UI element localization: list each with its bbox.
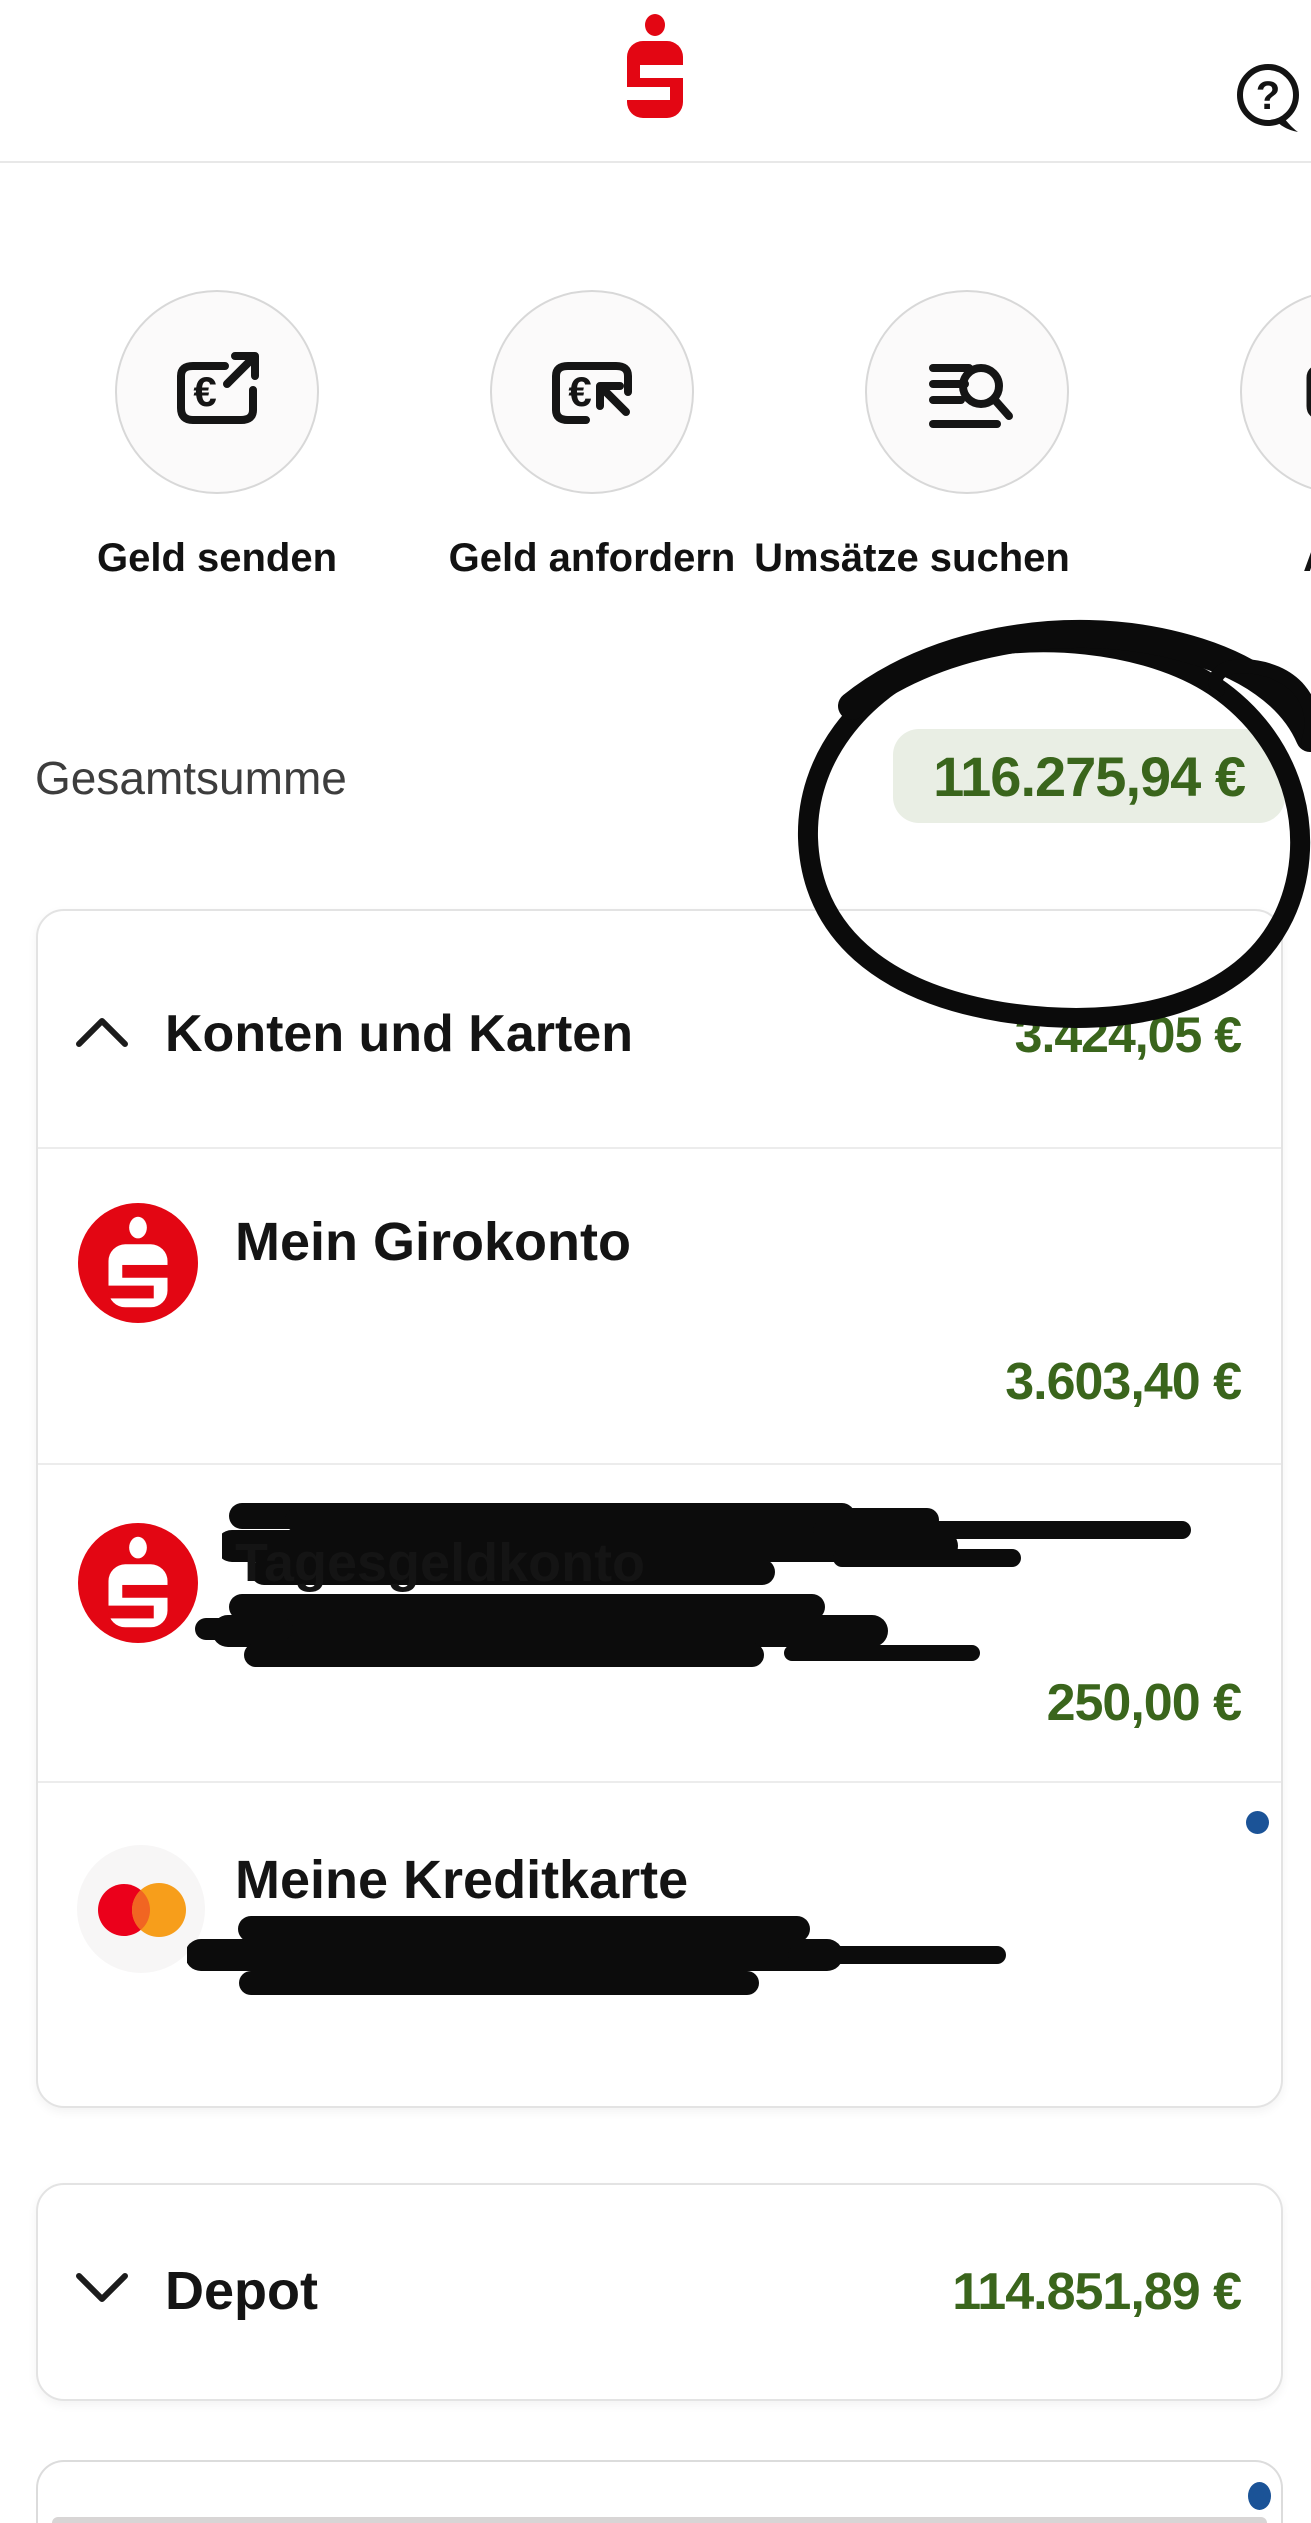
account-title: Tagesgeldkonto [235,1533,646,1593]
request-money-icon: € [552,362,632,424]
accounts-section-title: Konten und Karten [165,1005,633,1063]
quick-action-geld-senden[interactable]: € Geld senden [97,290,337,581]
help-button[interactable]: ? [1232,60,1310,138]
account-row-kreditkarte[interactable]: Meine Kreditkarte -429,35 € [38,1781,1281,2110]
action-circle: € [490,290,694,494]
quick-action-label: Umsätze suchen [754,536,1070,580]
svg-text:?: ? [1256,74,1280,118]
svg-text:€: € [568,368,591,415]
total-sum-value: 116.275,94 € [893,729,1285,823]
card-content-edge [52,2517,1267,2523]
quick-action-geld-anfordern[interactable]: € Geld anfordern [449,290,735,581]
account-row-girokonto[interactable]: Mein Girokonto 3.603,40 € [38,1147,1281,1585]
header-divider [0,161,1311,163]
sparkasse-logo [627,14,683,118]
sparkasse-logo-icon [78,1203,198,1323]
chevron-up-icon [76,1018,128,1047]
account-title: Meine Kreditkarte [235,1850,689,1910]
action-circle: € [115,290,319,494]
action-circle [865,290,1069,494]
action-circle [1240,290,1311,494]
search-transactions-icon [929,364,1013,428]
next-card-partial[interactable] [36,2460,1283,2523]
sparkasse-logo-icon [78,1523,198,1643]
account-balance: 3.603,40 € [1005,1353,1242,1411]
accounts-section-header[interactable]: Konten und Karten 3.424,05 € [38,911,1281,1147]
send-money-icon: € [177,352,259,424]
card-partial-icon [1306,368,1311,416]
question-mark-icon: ? [1237,64,1299,132]
svg-text:€: € [193,368,216,415]
redacted-account-details [187,1916,1006,1995]
account-balance: 250,00 € [1046,1674,1242,1732]
depot-card[interactable]: Depot 114.851,89 € [36,2183,1283,2401]
unread-notification-dot [1246,1811,1269,1834]
account-title: Mein Girokonto [235,1212,631,1272]
chevron-down-icon [76,2273,128,2302]
row-divider [38,1781,1281,1783]
accounts-section-total: 3.424,05 € [1014,1007,1242,1063]
quick-action-umsaetze-suchen[interactable]: Umsätze suchen [754,290,1070,581]
depot-section-title: Depot [165,2261,318,2321]
unread-notification-dot [1248,2482,1271,2510]
account-row-tagesgeldkonto[interactable]: Tagesgeldkonto 250,00 € [38,1463,1281,1781]
row-divider [38,1463,1281,1465]
total-sum-label: Gesamtsumme [35,752,347,804]
row-divider [38,1147,1281,1149]
quick-action-app[interactable]: App [1240,290,1311,581]
mastercard-logo-icon [77,1845,205,1973]
quick-action-label: Geld senden [96,536,338,580]
redacted-account-details [195,1594,980,1667]
depot-section-value: 114.851,89 € [952,2263,1242,2321]
quick-action-label: App [1303,536,1311,581]
accounts-card: Konten und Karten 3.424,05 € Mein Giroko… [36,909,1283,2108]
quick-action-label: Geld anfordern [448,536,736,580]
